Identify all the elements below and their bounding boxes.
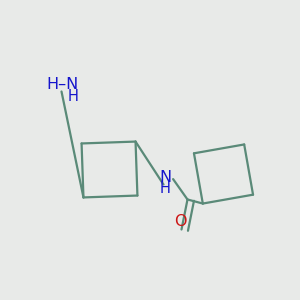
Text: H: H xyxy=(160,181,170,196)
Text: H: H xyxy=(68,88,78,104)
Text: O: O xyxy=(174,214,186,230)
Text: N: N xyxy=(159,169,171,184)
Text: H–N: H–N xyxy=(46,77,79,92)
